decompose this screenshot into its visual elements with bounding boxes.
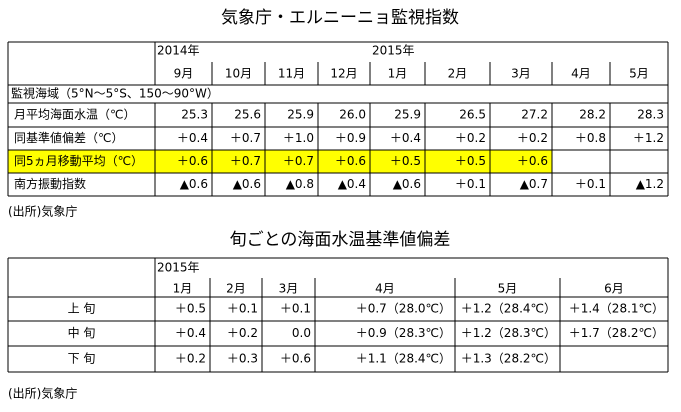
cell-value: ＋1.7（28.2℃） (569, 326, 664, 340)
month-header: 10月 (225, 67, 252, 81)
row-label: 同基準値偏差（℃） (14, 130, 123, 145)
cell-value: 27.2 (521, 108, 548, 122)
cell-value: ＋0.5 (390, 154, 421, 168)
cell-value: ▲0.6 (233, 177, 261, 191)
highlight (318, 150, 370, 173)
month-header: 3月 (279, 282, 299, 296)
cell-value: 26.0 (339, 108, 366, 122)
cell-value: 28.3 (637, 108, 664, 122)
cell-value: ＋1.3（28.2℃） (461, 352, 556, 366)
row-label: 上 旬 (68, 302, 96, 316)
cell-value: ＋0.1 (280, 302, 311, 316)
cell-value: 25.9 (394, 108, 421, 122)
cell-value: ＋1.2（28.3℃） (461, 326, 556, 340)
year-header: 2015年 (372, 44, 415, 58)
year-header: 2014年 (157, 44, 200, 58)
cell-value: ＋0.6 (517, 154, 548, 168)
cell-value: ＋0.7 (230, 131, 261, 145)
cell-value: ＋0.5 (175, 302, 206, 316)
highlight (370, 150, 425, 173)
month-header: 5月 (498, 282, 518, 296)
cell-value: ＋0.7 (283, 154, 314, 168)
source-note: (出所)気象庁 (8, 386, 77, 401)
cell-value: ＋0.8 (575, 131, 606, 145)
title: 旬ごとの海面水温基準値偏差 (230, 230, 451, 250)
cell-value: ＋1.2（28.4℃） (461, 302, 556, 316)
cell-value: ＋0.2 (227, 326, 258, 340)
month-header: 4月 (375, 282, 395, 296)
highlight (425, 150, 490, 173)
cell-value: 26.5 (459, 108, 486, 122)
region-label: 監視海域（5°N～5°S、150～90°W） (11, 86, 219, 101)
cell-value: ＋0.1 (227, 302, 258, 316)
cell-value: ▲0.4 (338, 177, 366, 191)
cell-value: ＋0.1 (455, 177, 486, 191)
month-header: 11月 (278, 67, 305, 81)
cell-value: ▲0.6 (180, 177, 208, 191)
cell-value: ▲0.8 (286, 177, 314, 191)
year-header: 2015年 (157, 261, 200, 275)
month-header: 9月 (174, 67, 194, 81)
cell-value: 25.9 (287, 108, 314, 122)
cell-value: ＋0.2 (455, 131, 486, 145)
month-header: 1月 (173, 282, 193, 296)
cell-value: ＋0.4 (390, 131, 421, 145)
month-header: 12月 (330, 67, 357, 81)
cell-value: 25.3 (181, 108, 208, 122)
cell-value: ▲0.6 (393, 177, 421, 191)
highlight (8, 150, 155, 173)
cell-value: ＋1.0 (283, 131, 314, 145)
cell-value: ＋0.4 (175, 326, 206, 340)
cell-value: ＋0.5 (455, 154, 486, 168)
cell-value: ▲1.2 (636, 177, 664, 191)
highlight (155, 150, 212, 173)
month-header: 6月 (604, 282, 624, 296)
cell-value: ＋0.7 (230, 154, 261, 168)
cell-value: ＋0.3 (227, 352, 258, 366)
cell-value: ＋0.7（28.0℃） (356, 302, 451, 316)
cell-value: 28.2 (579, 108, 606, 122)
cell-value: 0.0 (292, 326, 311, 340)
cell-value: ＋1.1（28.4℃） (356, 352, 451, 366)
highlight (490, 150, 552, 173)
title: 気象庁・エルニーニョ監視指数 (221, 8, 459, 28)
month-header: 1月 (388, 67, 408, 81)
row-label: 同5ヵ月移動平均（℃） (14, 154, 143, 168)
cell-value: ＋0.9（28.3℃） (356, 326, 451, 340)
cell-value: ＋0.9 (335, 131, 366, 145)
month-header: 2月 (448, 67, 468, 81)
cell-value: ▲0.7 (520, 177, 548, 191)
cell-value: ＋0.6 (280, 352, 311, 366)
cell-value: ＋1.2 (633, 131, 664, 145)
month-header: 5月 (629, 67, 649, 81)
row-label: 月平均海面水温（℃） (14, 107, 135, 122)
cell-value: ＋0.4 (177, 131, 208, 145)
month-header: 2月 (226, 282, 246, 296)
cell-value: ＋0.6 (177, 154, 208, 168)
cell-value: ＋0.2 (175, 352, 206, 366)
month-header: 3月 (511, 67, 531, 81)
month-header: 4月 (571, 67, 591, 81)
row-label: 南方振動指数 (14, 176, 86, 191)
cell-value: ＋0.6 (335, 154, 366, 168)
highlight (212, 150, 265, 173)
row-label: 中 旬 (68, 325, 96, 340)
highlight (265, 150, 318, 173)
source-note: (出所)気象庁 (8, 204, 77, 219)
cell-value: 25.6 (234, 108, 261, 122)
cell-value: ＋0.2 (517, 131, 548, 145)
cell-value: ＋1.4（28.1℃） (569, 302, 664, 316)
row-label: 下 旬 (68, 352, 96, 366)
cell-value: ＋0.1 (575, 177, 606, 191)
